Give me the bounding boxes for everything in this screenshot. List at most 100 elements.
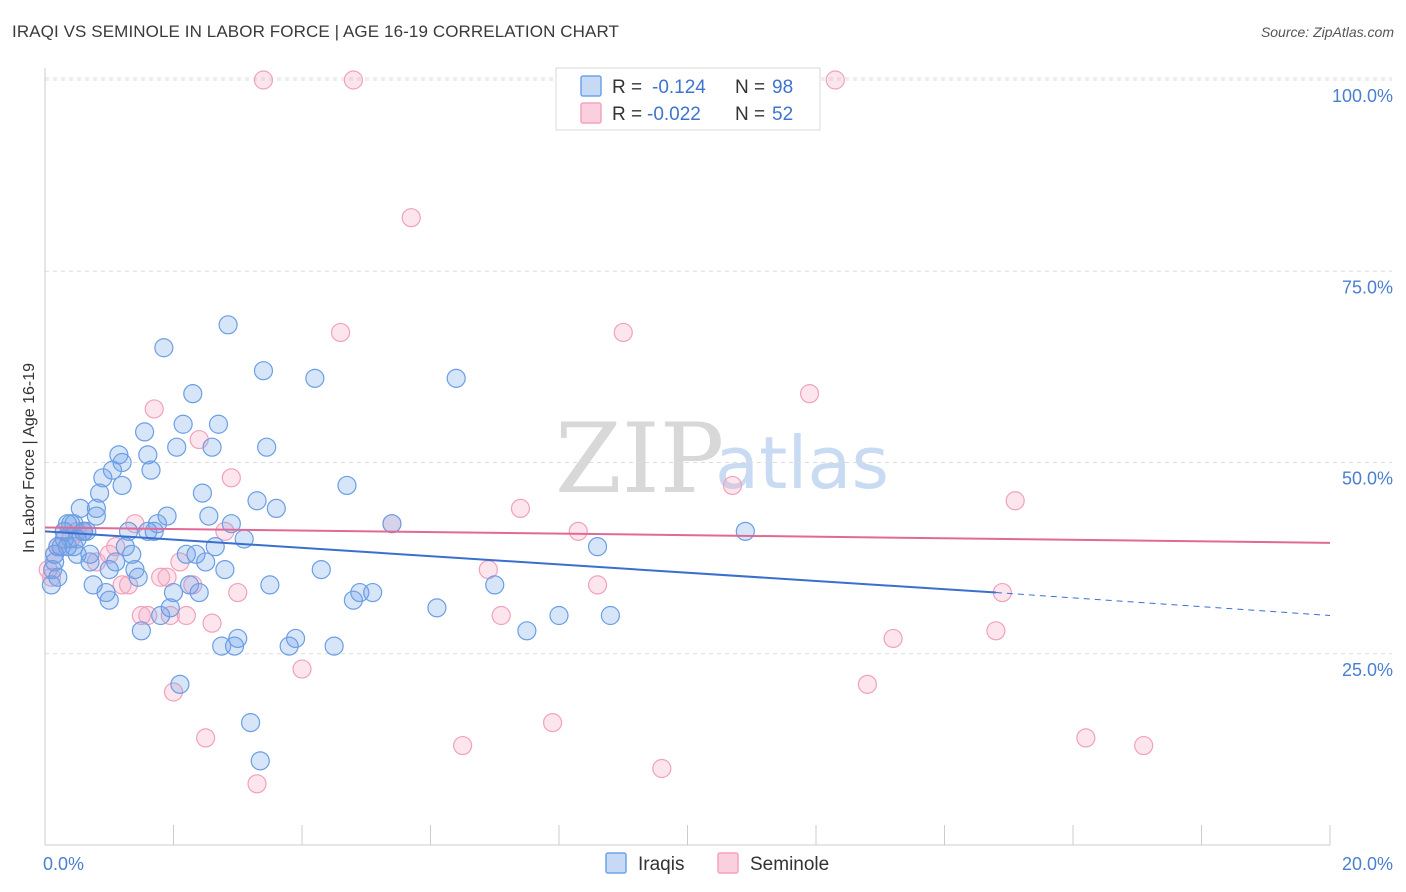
grid-lines [45,77,1392,655]
seminole-point [825,70,845,90]
y-tick-label: 75.0% [1342,277,1393,297]
legend-r-value-1: -0.124 [652,77,706,98]
iraqis-point [122,544,142,564]
iraqis-point [241,712,261,733]
iraqis-point [285,628,306,649]
iraqis-point [549,605,569,626]
seminole-point [106,537,126,557]
iraqis-point [266,498,286,518]
x-tick-label: 20.0% [1342,854,1393,874]
iraqis-point [73,521,94,541]
iraqis-point [587,537,608,557]
legend-n-label-1: N = [735,77,765,98]
legend-swatch-seminole [580,102,602,124]
seminole-point [99,544,119,564]
iraqis-point [57,537,78,557]
x-tick-labels: 0.0% 20.0% [43,854,1393,874]
seminole-point [202,613,222,633]
iraqis-point [173,414,193,434]
iraqis-point [218,315,238,335]
iraqis-point [192,483,213,503]
seminole-point [857,674,878,694]
iraqis-point [279,636,299,656]
y-axis-label: In Labor Force | Age 16-19 [21,363,38,553]
y-tick-label: 25.0% [1342,660,1393,680]
iraqis-point [221,514,241,534]
iraqis-point [138,521,158,541]
seminole-point [568,521,588,541]
iraqis-point [151,605,171,626]
seminole-point [542,712,563,733]
legend-r-value-2: -0.022 [647,104,701,125]
seminole-point [343,70,363,90]
stats-legend: R = -0.124 N = 98 R = -0.022 N = 52 [555,67,821,131]
iraqis-point [205,537,225,557]
seminole-point [722,475,743,496]
seminole-point [401,208,421,228]
iraqis-point [253,361,274,381]
iraqis-point [186,544,206,564]
iraqis-point [131,621,151,641]
y-tick-labels: 25.0% 50.0% 75.0% 100.0% [1332,86,1393,680]
seminole-point [491,605,511,626]
seminole-point [986,621,1006,641]
bottom-legend-label-iraqis: Iraqis [638,854,684,875]
iraqis-point [128,567,148,587]
chart-title: IRAQI VS SEMINOLE IN LABOR FORCE | AGE 1… [12,22,620,41]
legend-n-value-2: 52 [772,104,793,125]
iraqis-point [157,506,177,526]
iraqis-point [202,437,222,457]
iraqis-point [600,605,621,626]
iraqis-point [176,544,196,564]
seminole-point [144,399,164,419]
iraqis-point [115,537,135,557]
iraqis-point [257,437,277,457]
series-legend: Iraqis Seminole [605,852,829,875]
seminole-point [228,582,248,603]
iraqis-point [112,475,132,496]
seminole-point [253,70,274,90]
seminole-point [883,628,903,649]
seminole-point [1005,491,1025,511]
seminole-point [215,521,235,541]
iraqis-point [183,384,203,404]
seminole-point [151,567,171,587]
iraqis-point [167,437,187,457]
iraqis-point [141,460,161,480]
iraqis-point [382,514,402,534]
iraqis-point [112,452,132,473]
iraqis-point [324,636,344,656]
iraqis-trend-line [44,530,996,594]
iraqis-point [86,498,107,518]
iraqis-point [48,567,68,587]
legend-r-label-2: R = [612,104,642,125]
bottom-legend-swatch-iraqis [605,852,627,874]
iraqis-point [80,544,100,564]
iraqis-point [154,338,174,358]
iraqis-point [86,506,107,526]
iraqis-point [517,621,537,641]
chart-source: Source: ZipAtlas.com [1260,24,1394,40]
trend-lines [44,526,1331,616]
iraqis-point [93,468,113,488]
legend-n-label-2: N = [735,104,765,125]
iraqis-point [163,582,184,603]
iraqis-point [160,598,180,618]
watermark-zip: ZIP [555,403,724,515]
bottom-legend-label-seminole: Seminole [750,854,829,875]
x-tick-label: 0.0% [43,854,84,874]
seminole-point [613,322,633,343]
iraqis-point [427,598,447,618]
seminole-point [131,605,151,626]
iraqis-point [170,674,190,694]
seminole-point [221,468,241,488]
seminole-point [330,322,351,343]
seminole-point [170,552,190,572]
bottom-legend-swatch-seminole [717,852,739,874]
iraqis-point [260,575,280,595]
iraqis-point [90,483,110,503]
iraqis-point [138,445,158,465]
legend-r-label-1: R = [612,77,642,98]
seminole-point [160,605,180,626]
iraqis-point [99,559,119,580]
